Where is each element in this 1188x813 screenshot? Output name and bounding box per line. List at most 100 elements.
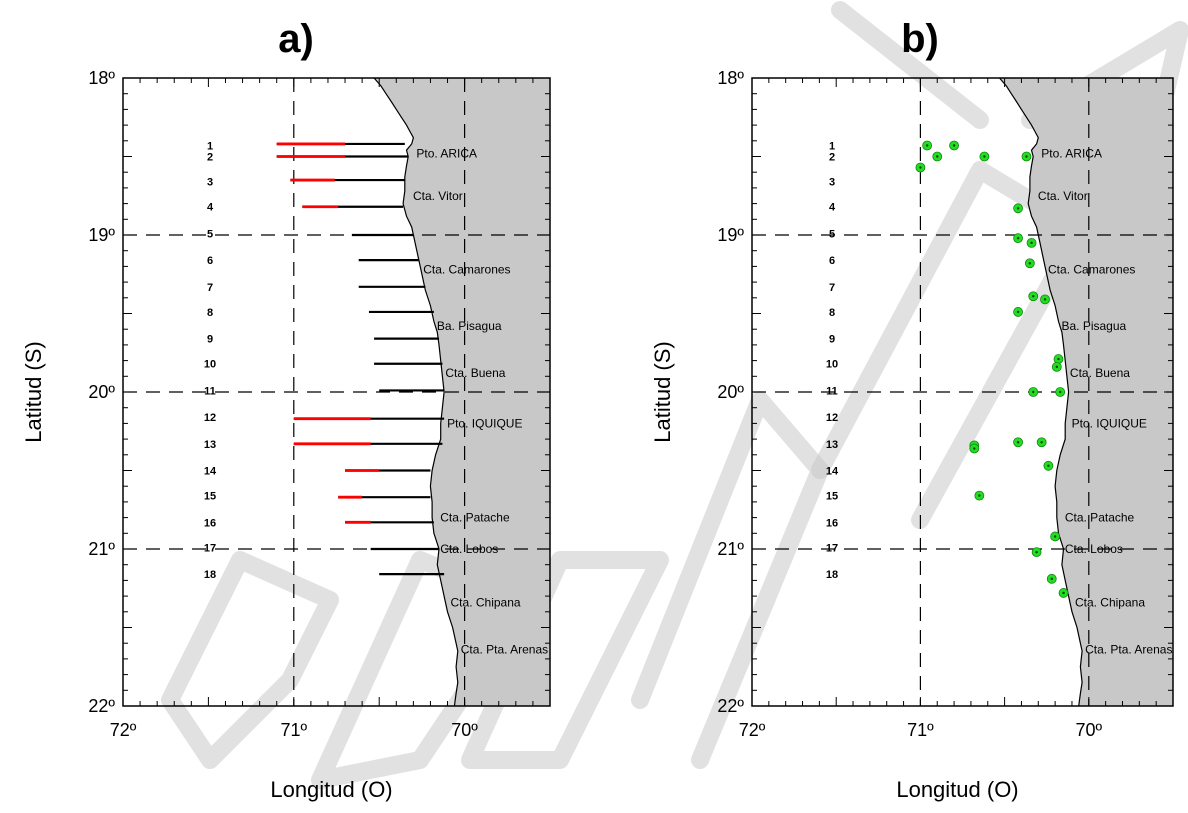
station-marker-center bbox=[1058, 390, 1062, 394]
transect-number: 9 bbox=[207, 334, 213, 346]
transect-number: 12 bbox=[826, 412, 838, 424]
transect-number: 3 bbox=[829, 177, 835, 189]
station-marker-center bbox=[1025, 155, 1028, 158]
transect-number: 1 bbox=[207, 141, 213, 153]
transect-number: 2 bbox=[207, 152, 213, 164]
station-marker-center bbox=[1016, 236, 1020, 240]
transect-number: 7 bbox=[207, 282, 213, 294]
transect-number: 13 bbox=[204, 439, 216, 451]
panel-letter: a) bbox=[278, 17, 314, 61]
place-label: Cta. Camarones bbox=[1048, 263, 1135, 277]
transect-number: 13 bbox=[826, 439, 838, 451]
y-tick-label: 18º bbox=[88, 68, 115, 88]
place-label: Ba. Pisagua bbox=[437, 319, 502, 333]
place-label: Cta. Pta. Arenas bbox=[461, 642, 548, 656]
place-label: Cta. Camarones bbox=[423, 263, 510, 277]
station-marker-center bbox=[925, 144, 929, 147]
y-axis-title: Latitud (S) bbox=[650, 341, 675, 443]
place-label: Pto. ARICA bbox=[416, 146, 477, 160]
station-marker-center bbox=[1035, 550, 1038, 554]
x-tick-label: 70º bbox=[451, 720, 478, 740]
station-marker-center bbox=[1043, 298, 1047, 301]
place-label: Cta. Chipana bbox=[451, 595, 521, 609]
y-axis-title: Latitud (S) bbox=[21, 341, 46, 443]
place-label: Cta. Vitor bbox=[413, 189, 463, 203]
transect-number: 4 bbox=[207, 202, 214, 214]
station-marker-center bbox=[1016, 207, 1020, 210]
transect-number: 18 bbox=[826, 569, 838, 581]
y-tick-label: 18º bbox=[717, 68, 744, 88]
transect-number: 10 bbox=[204, 359, 216, 371]
place-label: Pto. IQUIQUE bbox=[1072, 416, 1147, 430]
transect-number: 7 bbox=[829, 282, 835, 294]
x-tick-label: 70º bbox=[1075, 720, 1102, 740]
place-label: Cta. Lobos bbox=[1065, 542, 1123, 556]
transect-number: 17 bbox=[826, 542, 838, 554]
place-label: Cta. Patache bbox=[440, 511, 510, 525]
place-label: Cta. Buena bbox=[1070, 366, 1130, 380]
transect-number: 8 bbox=[207, 307, 213, 319]
y-tick-label: 21º bbox=[88, 539, 115, 559]
y-tick-label: 20º bbox=[717, 382, 744, 402]
transect-number: 11 bbox=[826, 385, 838, 397]
transect-number: 3 bbox=[207, 177, 213, 189]
y-tick-label: 22º bbox=[717, 696, 744, 716]
transect-number: 12 bbox=[204, 412, 216, 424]
place-label: Ba. Pisagua bbox=[1061, 319, 1126, 333]
transect-number: 6 bbox=[829, 255, 835, 267]
station-marker-center bbox=[1040, 441, 1043, 444]
transect-number: 18 bbox=[204, 569, 216, 581]
place-label: Cta. Pta. Arenas bbox=[1085, 642, 1172, 656]
transect-number: 8 bbox=[829, 307, 835, 319]
station-marker-center bbox=[978, 494, 981, 497]
place-label: Pto. IQUIQUE bbox=[447, 416, 522, 430]
station-marker-center bbox=[1028, 262, 1032, 265]
transect-number: 17 bbox=[204, 542, 216, 554]
transect-number: 2 bbox=[829, 152, 835, 164]
panel-a: 72º 71º 70º 18º 19º 20º 21º 22º Longitud (O) Lati… bbox=[21, 17, 551, 802]
transect-number: 9 bbox=[829, 334, 835, 346]
station-marker-center bbox=[983, 155, 986, 158]
transect-number: 14 bbox=[826, 466, 839, 478]
station-marker-center bbox=[1055, 365, 1059, 369]
y-tick-label: 20º bbox=[88, 382, 115, 402]
place-label: Cta. Lobos bbox=[440, 542, 498, 556]
station-marker-center bbox=[1047, 464, 1050, 467]
x-axis-title: Longitud (O) bbox=[896, 777, 1018, 802]
y-tick-label: 21º bbox=[717, 539, 744, 559]
transect-number: 14 bbox=[204, 466, 217, 478]
station-marker-center bbox=[1032, 295, 1035, 298]
x-tick-label: 72º bbox=[110, 720, 137, 740]
station-marker-center bbox=[919, 166, 922, 169]
transect-number: 6 bbox=[207, 255, 213, 267]
station-marker-center bbox=[1050, 577, 1053, 581]
place-label: Pto. ARICA bbox=[1041, 146, 1102, 160]
station-marker-center bbox=[1053, 535, 1057, 538]
station-marker-center bbox=[1030, 241, 1033, 245]
x-tick-label: 72º bbox=[739, 720, 766, 740]
place-label: Cta. Buena bbox=[445, 366, 505, 380]
station-marker-center bbox=[1032, 390, 1035, 394]
transect-number: 16 bbox=[826, 517, 838, 529]
transect-number: 15 bbox=[826, 491, 838, 503]
y-tick-label: 22º bbox=[88, 696, 115, 716]
x-tick-label: 71º bbox=[280, 720, 307, 740]
transect-number: 11 bbox=[204, 385, 216, 397]
x-tick-label: 71º bbox=[907, 720, 934, 740]
station-marker-center bbox=[952, 144, 956, 147]
transect-number: 5 bbox=[829, 228, 835, 240]
place-label: Cta. Patache bbox=[1065, 511, 1135, 525]
panel-b: 72º 71º 70º 18º 19º 20º 21º 22º Longitud (O) Lati… bbox=[650, 17, 1174, 802]
station-marker-center bbox=[1062, 591, 1065, 595]
transect-number: 16 bbox=[204, 517, 216, 529]
station-marker-center bbox=[973, 447, 976, 450]
land-area bbox=[374, 78, 550, 706]
transect-number: 10 bbox=[826, 359, 838, 371]
station-marker-center bbox=[1016, 310, 1020, 314]
station-marker-center bbox=[936, 155, 939, 158]
transect-number: 1 bbox=[829, 141, 835, 153]
watermark bbox=[161, 1, 1188, 789]
place-label: Cta. Vitor bbox=[1038, 189, 1088, 203]
transect-number: 5 bbox=[207, 228, 213, 240]
